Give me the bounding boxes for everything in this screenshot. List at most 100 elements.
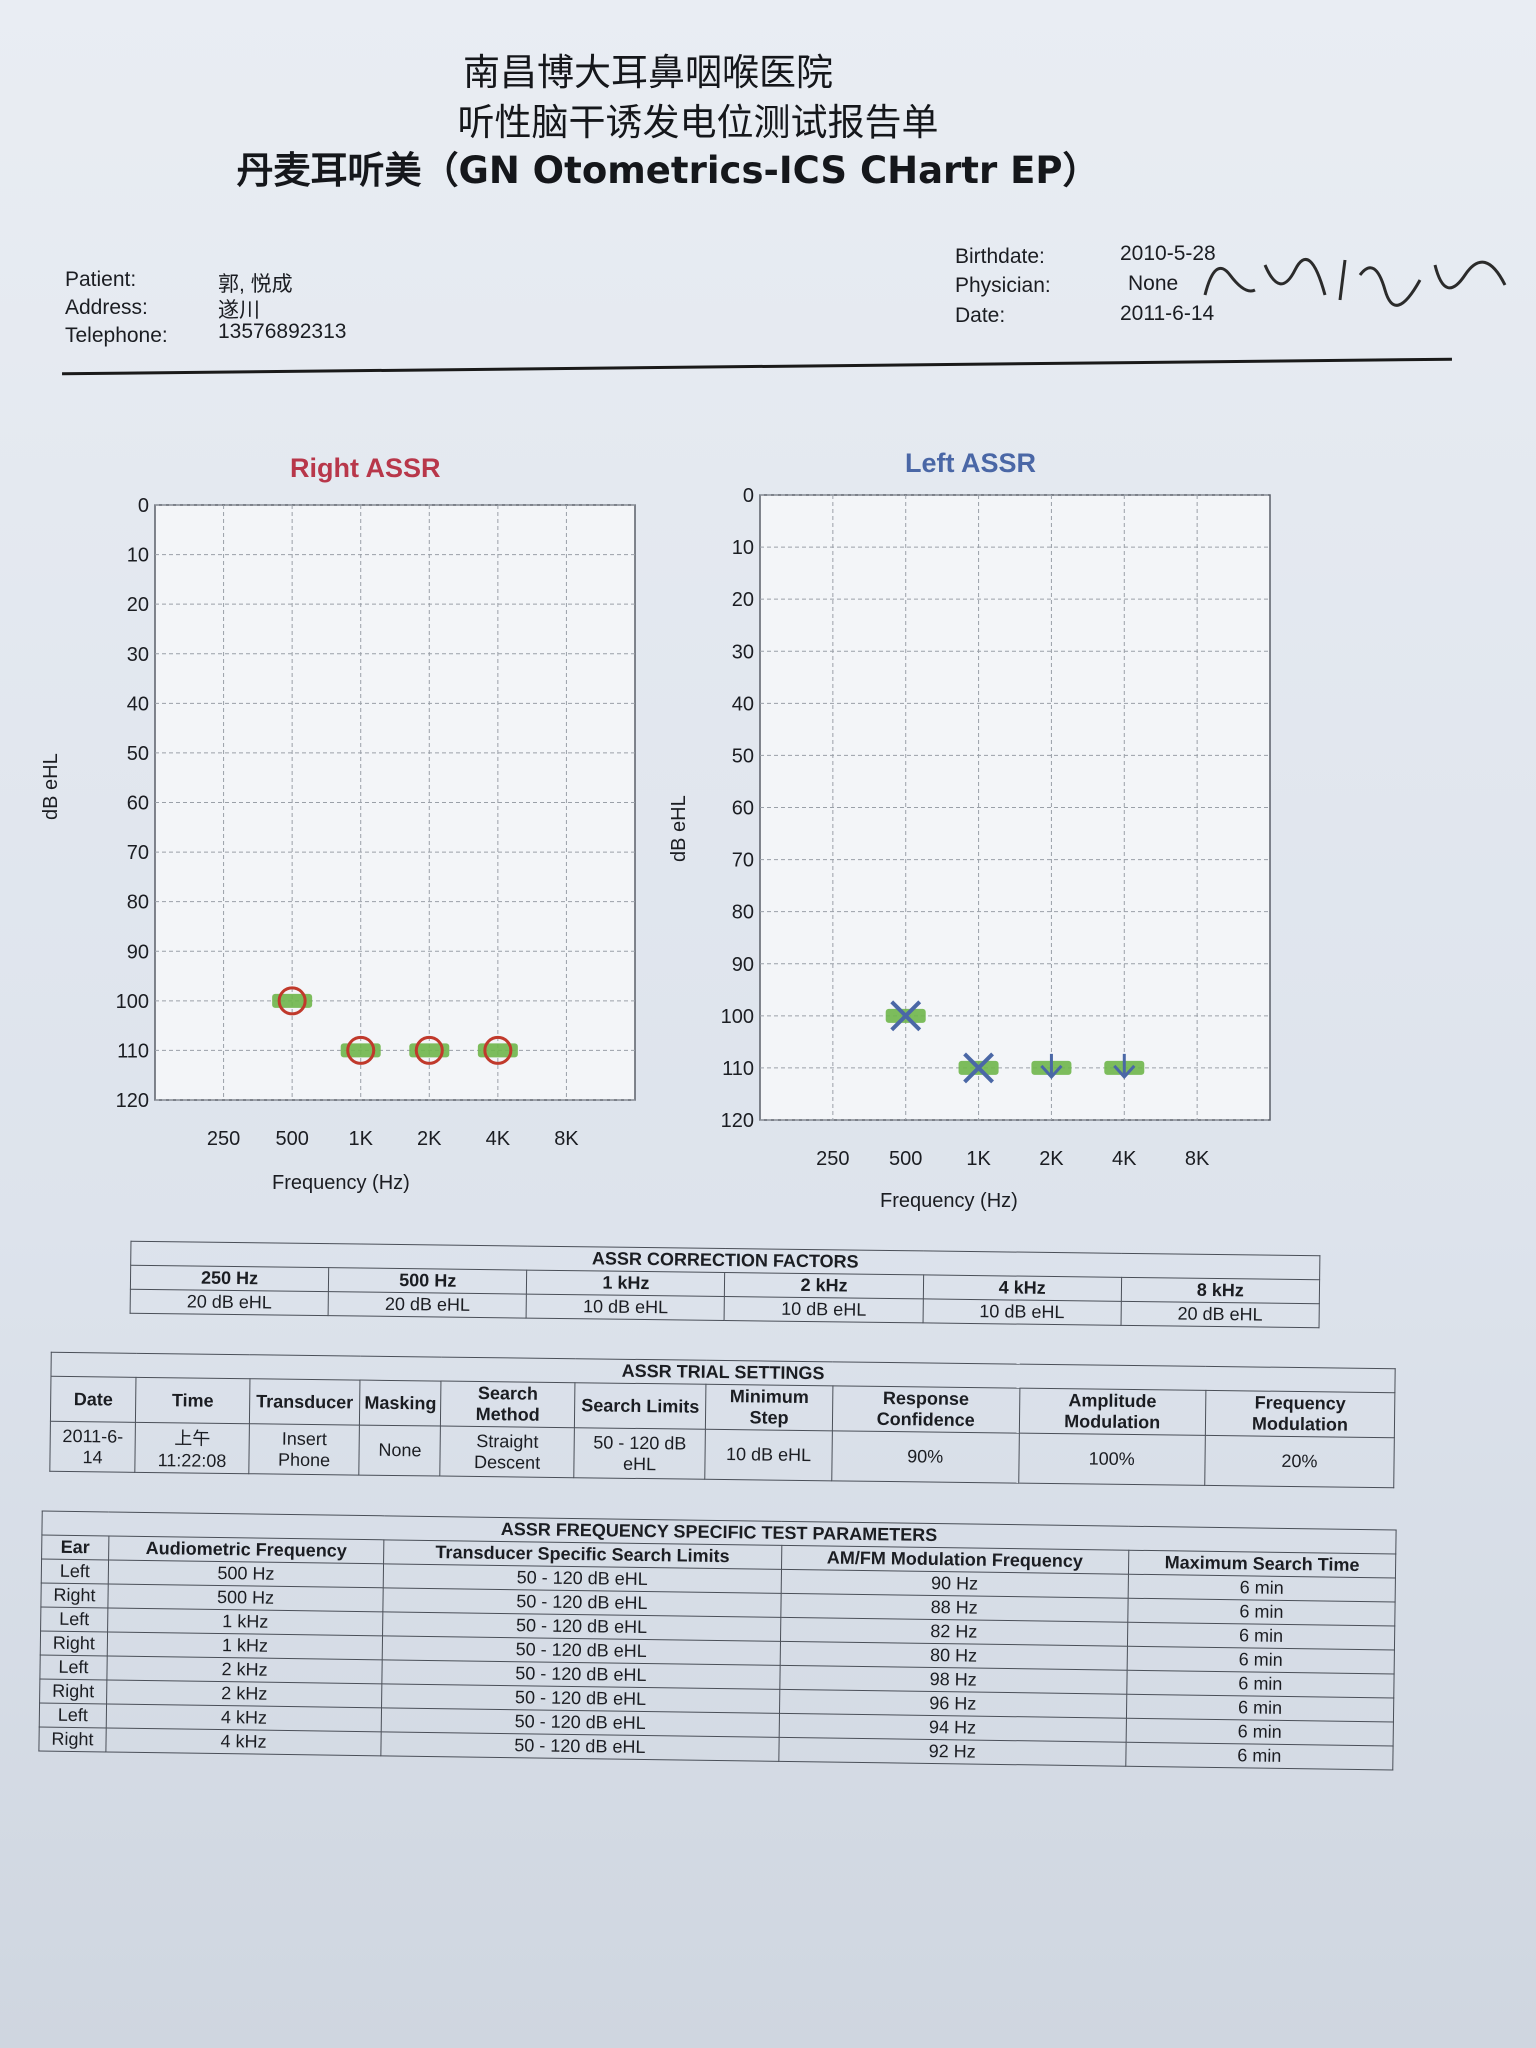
left-assr-chart: 0 10 20 30 40 50 60 70 80 90 100 110 120 250 500 1K 2K 4K… bbox=[721, 485, 1271, 1170]
trial-header: Search Limits bbox=[574, 1382, 707, 1430]
correction-freq: 2 kHz bbox=[724, 1272, 924, 1299]
params-cell: Left bbox=[39, 1703, 107, 1728]
y-tick-label: 30 bbox=[732, 641, 754, 663]
x-tick-label: 500 bbox=[275, 1128, 308, 1150]
hospital-title: 南昌博大耳鼻咽喉医院 bbox=[463, 51, 833, 94]
birthdate-label: Birthdate: bbox=[955, 245, 1045, 268]
data-point-circle bbox=[414, 1035, 444, 1065]
params-cell: Right bbox=[40, 1631, 108, 1656]
y-tick-label: 100 bbox=[116, 991, 149, 1013]
trial-header: Transducer bbox=[249, 1378, 361, 1426]
header-divider bbox=[62, 357, 1452, 376]
trial-value: 50 - 120 dB eHL bbox=[573, 1427, 706, 1480]
right-assr-chart: 0 10 20 30 40 50 60 70 80 90 100 110 120 250 500 1K 2K 4K… bbox=[116, 495, 636, 1150]
trial-header: Frequency Modulation bbox=[1205, 1390, 1395, 1438]
x-tick-label: 8K bbox=[1185, 1148, 1210, 1170]
trial-value: 90% bbox=[831, 1430, 1019, 1484]
trial-header: Minimum Step bbox=[705, 1384, 833, 1431]
x-tick-label: 8K bbox=[554, 1128, 579, 1150]
trial-header: Date bbox=[50, 1376, 137, 1423]
trial-value: 2011-6-14 bbox=[49, 1421, 136, 1473]
params-cell: 6 min bbox=[1127, 1622, 1395, 1650]
y-tick-label: 110 bbox=[722, 1058, 754, 1080]
trial-value: 100% bbox=[1018, 1433, 1206, 1486]
y-tick-label: 80 bbox=[127, 892, 149, 914]
y-tick-label: 90 bbox=[127, 941, 149, 963]
params-cell: 50 - 120 dB eHL bbox=[381, 1731, 779, 1762]
trial-settings-table: ASSR TRIAL SETTINGS Date Time Transducer… bbox=[49, 1352, 1396, 1488]
y-tick-label: 40 bbox=[732, 693, 754, 715]
data-point-circle bbox=[483, 1035, 513, 1065]
data-point-arrow bbox=[1113, 1053, 1136, 1080]
correction-factors-table: ASSR CORRECTION FACTORS 250 Hz 500 Hz 1 … bbox=[130, 1241, 1321, 1329]
data-point-arrow bbox=[1040, 1053, 1063, 1080]
address-label: Address: bbox=[65, 296, 148, 319]
right-chart-title: Right ASSR bbox=[290, 453, 441, 483]
correction-value: 10 dB eHL bbox=[922, 1298, 1122, 1326]
y-tick-label: 30 bbox=[127, 644, 149, 666]
params-cell: Left bbox=[39, 1655, 108, 1680]
y-tick-label: 50 bbox=[732, 745, 754, 767]
correction-value: 20 dB eHL bbox=[328, 1291, 527, 1319]
left-y-axis-label: dB eHL bbox=[668, 795, 690, 862]
trial-value: 20% bbox=[1204, 1435, 1395, 1488]
data-point-bar bbox=[340, 1043, 381, 1058]
params-cell: Right bbox=[40, 1583, 109, 1608]
telephone-label: Telephone: bbox=[65, 324, 168, 347]
right-y-axis-label: dB eHL bbox=[40, 753, 62, 820]
patient-label: Patient: bbox=[65, 268, 137, 291]
y-tick-label: 10 bbox=[732, 537, 754, 559]
correction-freq: 8 kHz bbox=[1121, 1277, 1320, 1304]
trial-value: None bbox=[359, 1425, 441, 1477]
params-cell: 6 min bbox=[1127, 1598, 1396, 1626]
patient-value: 郭, 悦成 bbox=[218, 273, 293, 296]
y-tick-label: 0 bbox=[743, 485, 754, 507]
params-cell: 6 min bbox=[1125, 1742, 1394, 1770]
params-cell: 4 kHz bbox=[105, 1727, 382, 1756]
date-value: 2011-6-14 bbox=[1120, 302, 1215, 325]
trial-header: Search Method bbox=[440, 1381, 575, 1428]
physician-value: None bbox=[1128, 272, 1179, 295]
x-tick-label: 250 bbox=[207, 1128, 240, 1150]
x-tick-label: 250 bbox=[816, 1148, 849, 1170]
y-tick-label: 100 bbox=[721, 1006, 754, 1028]
frequency-params-table: ASSR FREQUENCY SPECIFIC TEST PARAMETERS … bbox=[38, 1511, 1397, 1771]
trial-header: Amplitude Modulation bbox=[1018, 1388, 1206, 1436]
trial-value: Insert Phone bbox=[248, 1423, 360, 1476]
data-point-circle bbox=[346, 1035, 376, 1065]
correction-freq: 500 Hz bbox=[328, 1267, 527, 1295]
correction-freq: 1 kHz bbox=[526, 1270, 726, 1297]
trial-value: 10 dB eHL bbox=[705, 1429, 833, 1481]
y-tick-label: 70 bbox=[732, 850, 754, 872]
device-title: 丹麦耳听美（GN Otometrics-ICS CHartr EP） bbox=[236, 149, 1100, 192]
physician-label: Physician: bbox=[955, 274, 1051, 297]
params-header: Ear bbox=[41, 1535, 109, 1560]
params-cell: 92 Hz bbox=[778, 1737, 1127, 1767]
params-cell: Right bbox=[39, 1679, 107, 1704]
data-point-x bbox=[890, 1000, 922, 1032]
correction-value: 10 dB eHL bbox=[724, 1296, 923, 1323]
y-tick-label: 90 bbox=[732, 954, 754, 976]
correction-value: 20 dB eHL bbox=[130, 1289, 329, 1316]
y-tick-label: 80 bbox=[732, 902, 754, 924]
left-x-axis-label: Frequency (Hz) bbox=[880, 1190, 1018, 1212]
birthdate-value: 2010-5-28 bbox=[1120, 242, 1216, 265]
left-chart-title: Left ASSR bbox=[905, 448, 1037, 478]
trial-header: Time bbox=[135, 1377, 250, 1424]
report-title: 听性脑干诱发电位测试报告单 bbox=[457, 101, 939, 144]
trial-value: Straight Descent bbox=[440, 1426, 575, 1478]
x-tick-label: 2K bbox=[417, 1128, 442, 1150]
y-tick-label: 110 bbox=[117, 1040, 149, 1062]
x-tick-label: 1K bbox=[966, 1148, 991, 1170]
trial-header: Response Confidence bbox=[832, 1385, 1020, 1434]
data-point-bar bbox=[409, 1043, 450, 1058]
data-point-x bbox=[963, 1052, 994, 1084]
data-point-bar bbox=[477, 1043, 518, 1058]
y-tick-label: 0 bbox=[138, 495, 149, 517]
date-label: Date: bbox=[955, 304, 1006, 327]
data-point-bar bbox=[272, 993, 313, 1008]
y-tick-label: 120 bbox=[721, 1110, 754, 1132]
y-tick-label: 10 bbox=[127, 545, 149, 567]
address-value: 遂川 bbox=[218, 299, 260, 322]
